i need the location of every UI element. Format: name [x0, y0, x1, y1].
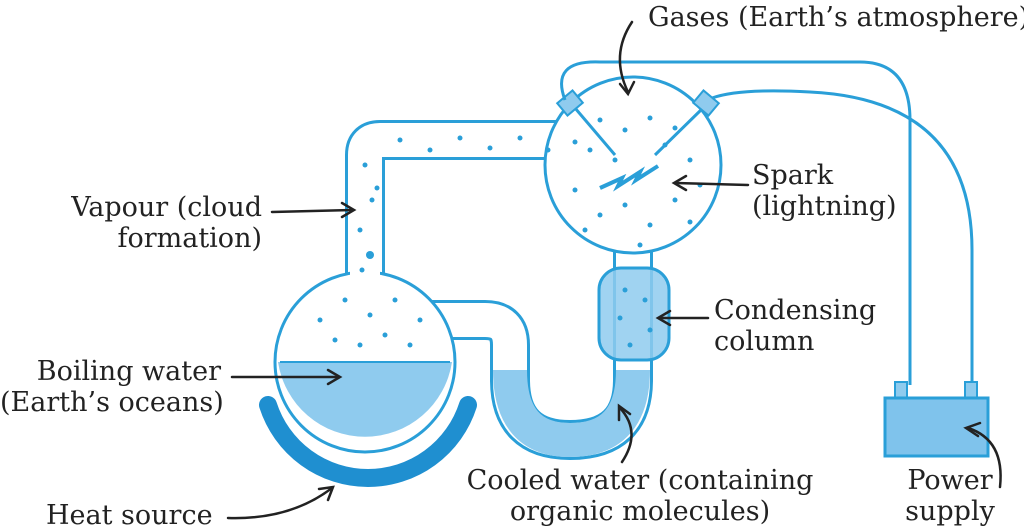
particle-dot: [517, 135, 523, 141]
particle-dot: [587, 147, 593, 153]
label-power-supply: Power supply: [880, 465, 1020, 527]
label-vapour: Vapour (cloud formation): [60, 192, 262, 254]
label-condensing: Condensing column: [714, 295, 876, 357]
label-condensing-line2: column: [714, 326, 815, 357]
particle-dot: [637, 242, 643, 248]
right-electrode-cap: [691, 89, 721, 117]
spark-icon: [599, 164, 660, 192]
label-condensing-line1: Condensing: [714, 295, 877, 326]
label-spark-line2: (lightning): [752, 191, 897, 222]
condensing-column: [597, 266, 671, 362]
particle-dot: [366, 251, 374, 259]
left-electrode: [573, 107, 617, 156]
particle-dot: [545, 147, 551, 153]
label-heat-source-text: Heat source: [46, 500, 213, 531]
particle-dot: [359, 267, 365, 273]
particle-dot: [342, 297, 348, 303]
particle-dot: [622, 127, 628, 133]
particle-dot: [597, 117, 603, 123]
particle-dot: [572, 187, 578, 193]
label-cooled-line2: organic molecules): [509, 496, 771, 527]
particle-dot: [457, 135, 463, 141]
particle-dot: [622, 287, 628, 293]
label-spark-line1: Spark: [752, 160, 834, 191]
particle-dot: [362, 162, 368, 168]
particle-dot: [687, 219, 693, 225]
particle-dot: [382, 332, 388, 338]
arrows: [226, 20, 1002, 520]
label-power-line2: supply: [905, 496, 995, 527]
particle-dot: [687, 157, 693, 163]
label-gases: Gases (Earth’s atmosphere): [648, 2, 1024, 33]
particle-dot: [367, 312, 373, 318]
particle-dot: [374, 185, 380, 191]
particle-dot: [369, 197, 375, 203]
particle-dot: [397, 137, 403, 143]
boiling-water: [278, 362, 452, 437]
arrow-vapour: [270, 208, 354, 214]
particle-dot: [597, 212, 603, 218]
particle-dot: [332, 337, 338, 343]
label-gases-text: Gases (Earth’s atmosphere): [648, 2, 1024, 33]
particle-dot: [647, 222, 653, 228]
label-cooled-line1: Cooled water (containing: [466, 465, 814, 496]
heat-source: [259, 396, 477, 487]
arrow-spark: [674, 181, 750, 187]
particle-dot: [407, 342, 413, 348]
particle-dot: [487, 145, 493, 151]
cooled-water: [493, 369, 650, 458]
particle-dot: [672, 125, 678, 131]
boiling-flask: [273, 255, 457, 454]
particle-dot: [392, 297, 398, 303]
label-boiling-line1: Boiling water: [36, 356, 221, 387]
particle-dot: [417, 317, 423, 323]
particle-dot: [617, 315, 623, 321]
particle-dot: [627, 342, 633, 348]
particle-dot: [427, 147, 433, 153]
label-power-line1: Power: [907, 465, 993, 496]
particle-dot: [642, 297, 648, 303]
particle-dot: [572, 139, 578, 145]
gas-sphere: [543, 75, 723, 255]
arrow-heat: [226, 486, 334, 520]
particle-dot: [622, 202, 628, 208]
label-cooled: Cooled water (containing organic molecul…: [455, 465, 825, 527]
particle-dot: [612, 157, 618, 163]
label-heat-source: Heat source: [46, 500, 213, 531]
power-wires: [560, 60, 974, 385]
label-vapour-line2: formation): [117, 223, 262, 254]
label-boiling: Boiling water (Earth’s oceans): [0, 356, 224, 418]
particle-dot: [357, 227, 363, 233]
tubes: [345, 120, 653, 460]
right-electrode: [653, 106, 705, 157]
particle-dot: [647, 327, 653, 333]
power-supply: [883, 381, 990, 458]
particle-dot: [647, 115, 653, 121]
particle-dot: [662, 142, 668, 148]
arrow-gases: [618, 20, 634, 94]
label-vapour-line1: Vapour (cloud: [71, 192, 262, 223]
particle-dot: [582, 227, 588, 233]
particle-dot: [357, 342, 363, 348]
particle-dot: [672, 197, 678, 203]
arrow-cooled: [618, 406, 633, 464]
particles: [317, 115, 703, 348]
label-boiling-line2: (Earth’s oceans): [0, 387, 224, 418]
arrow-power: [966, 426, 1002, 489]
label-spark: Spark (lightning): [752, 160, 897, 222]
particle-dot: [317, 317, 323, 323]
